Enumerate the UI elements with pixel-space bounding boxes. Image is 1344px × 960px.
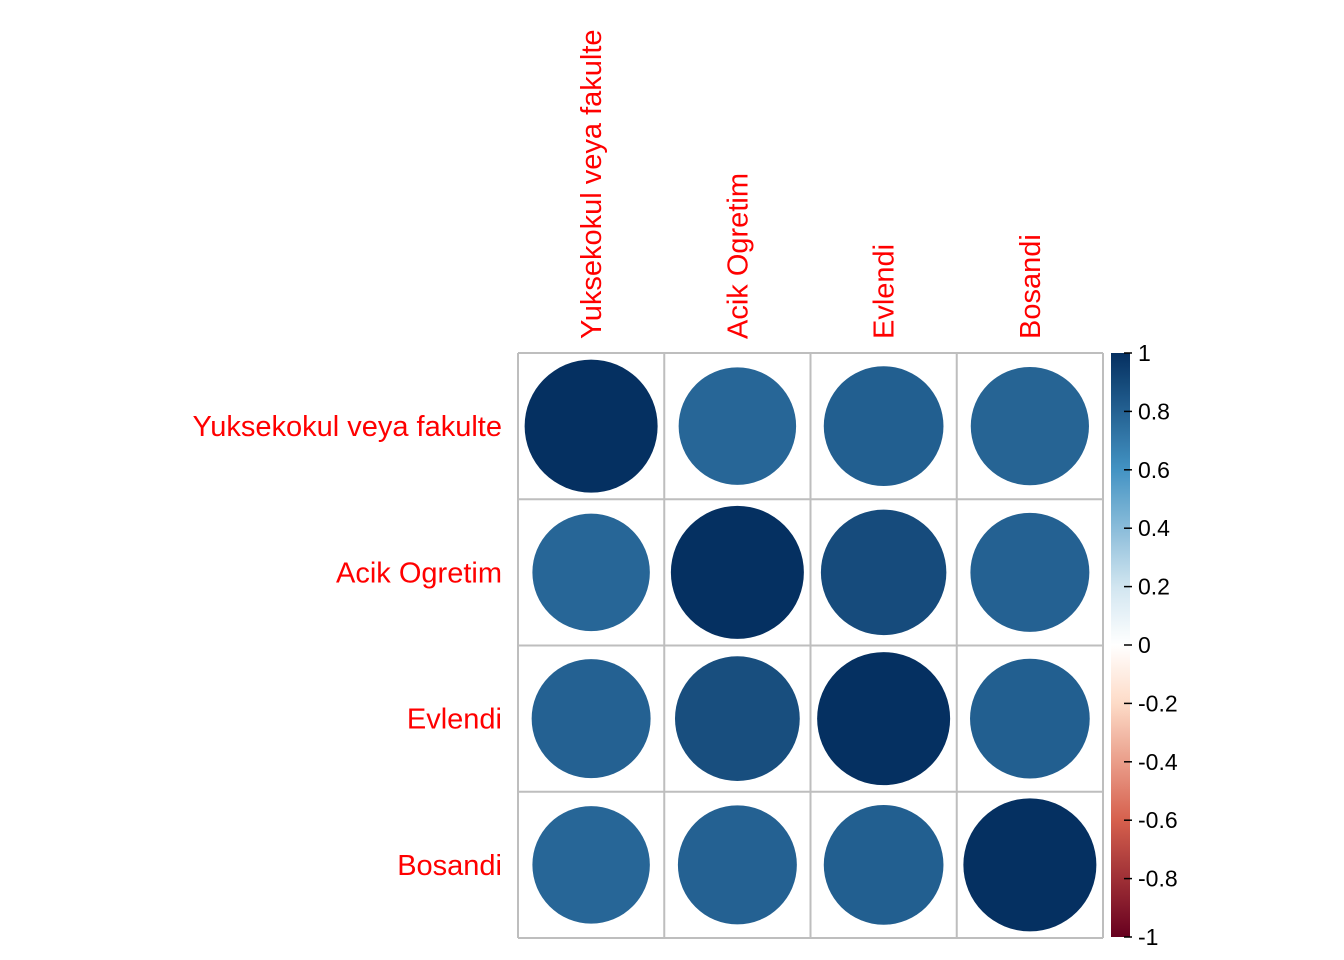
correlation-circle [970,512,1090,632]
correlation-circle [817,652,951,786]
row-label: Bosandi [397,850,502,882]
correlation-circle [531,659,651,779]
correlation-circle [963,798,1097,932]
column-label: Evlendi [869,244,901,339]
row-label: Acik Ogretim [336,557,502,589]
correlation-circle [820,509,947,636]
correlation-circle [670,505,804,639]
correlation-circle [678,367,797,485]
correlation-circle [677,805,797,925]
correlation-circle [970,367,1089,486]
correlation-circle [970,658,1090,779]
colorbar-tick-label: 1 [1138,340,1151,366]
colorbar-tick-label: -0.8 [1138,866,1178,892]
colorbar-tick-label: 0 [1138,632,1151,658]
colorbar-tick-label: -1 [1138,924,1158,950]
colorbar-tick-label: 0.2 [1138,574,1170,600]
correlation-circle [532,806,650,924]
column-label: Acik Ogretim [722,173,754,339]
correlation-circle [823,366,944,486]
correlation-circle [532,513,650,632]
row-label: Evlendi [407,704,502,736]
colorbar-tick-label: 0.6 [1138,457,1170,483]
colorbar-tick-label: 0.8 [1138,398,1170,424]
colorbar-tick-label: -0.2 [1138,690,1178,716]
column-label: Yuksekokul veya fakulte [576,29,608,339]
column-label: Bosandi [1015,234,1047,339]
correlation-circle [674,656,800,782]
colorbar-tick-label: 0.4 [1138,515,1170,541]
colorbar-tick-label: -0.4 [1138,749,1178,775]
correlation-circle [524,359,658,493]
row-label: Yuksekokul veya fakulte [192,411,502,443]
colorbar-tick-label: -0.6 [1138,807,1178,833]
colorbar [1111,353,1130,937]
correlation-circle [823,805,944,925]
